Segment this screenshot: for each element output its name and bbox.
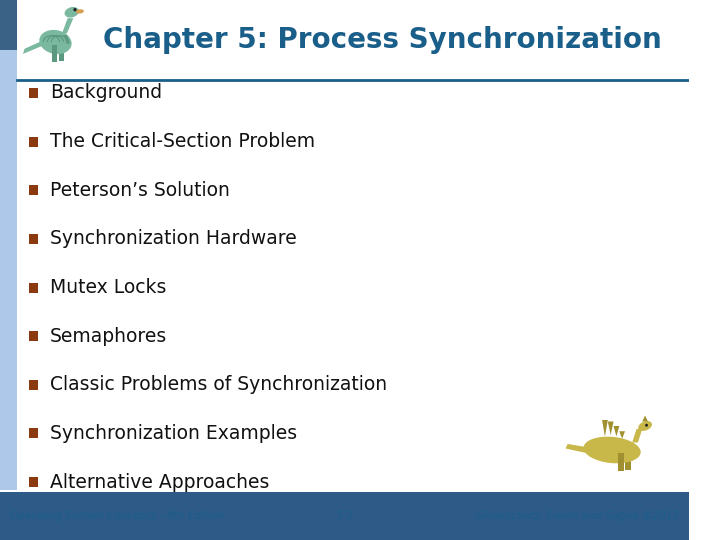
Text: Background: Background [50, 84, 162, 103]
Bar [29, 380, 38, 390]
Polygon shape [632, 429, 642, 442]
Ellipse shape [40, 30, 71, 54]
Bar [29, 185, 38, 195]
Polygon shape [642, 415, 648, 422]
Polygon shape [565, 444, 586, 453]
Bar [29, 428, 38, 438]
Bar [618, 453, 624, 471]
Text: Classic Problems of Synchronization: Classic Problems of Synchronization [50, 375, 387, 394]
Ellipse shape [583, 437, 641, 463]
Polygon shape [613, 426, 619, 436]
Text: Operating System Concepts – 9th Edition: Operating System Concepts – 9th Edition [9, 511, 224, 521]
Bar [29, 477, 38, 487]
Polygon shape [619, 431, 625, 438]
Bar [29, 88, 38, 98]
Bar [0, 50, 17, 490]
Circle shape [645, 424, 648, 427]
Bar [29, 234, 38, 244]
Polygon shape [62, 18, 73, 33]
Ellipse shape [65, 7, 79, 18]
Text: Alternative Approaches: Alternative Approaches [50, 472, 269, 491]
Polygon shape [23, 40, 43, 54]
Ellipse shape [76, 9, 84, 14]
Text: Mutex Locks: Mutex Locks [50, 278, 166, 297]
Bar [0, 492, 688, 540]
Bar [29, 282, 38, 293]
Ellipse shape [638, 421, 652, 431]
Bar [17, 0, 688, 80]
Bar [29, 331, 38, 341]
Text: The Critical-Section Problem: The Critical-Section Problem [50, 132, 315, 151]
Bar [29, 137, 38, 147]
Text: Silberschatz, Galvin and Gagne ©2013: Silberschatz, Galvin and Gagne ©2013 [476, 511, 679, 521]
Bar [53, 45, 57, 63]
Text: Semaphores: Semaphores [50, 327, 167, 346]
Text: Chapter 5: Process Synchronization: Chapter 5: Process Synchronization [103, 26, 662, 54]
Bar [0, 0, 17, 50]
Text: Synchronization Examples: Synchronization Examples [50, 424, 297, 443]
Text: Peterson’s Solution: Peterson’s Solution [50, 181, 230, 200]
Polygon shape [608, 422, 613, 435]
Text: 5.2: 5.2 [336, 511, 353, 521]
Polygon shape [63, 35, 70, 44]
Circle shape [73, 8, 76, 11]
Bar [625, 453, 631, 469]
Bar [59, 45, 63, 60]
Text: Synchronization Hardware: Synchronization Hardware [50, 230, 297, 248]
Polygon shape [602, 420, 608, 436]
